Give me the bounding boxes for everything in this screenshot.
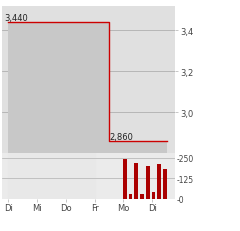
Bar xyxy=(134,163,138,199)
Bar xyxy=(66,153,95,199)
Bar xyxy=(163,169,167,199)
Text: 3,440: 3,440 xyxy=(4,14,28,23)
Bar xyxy=(146,166,150,199)
Bar xyxy=(157,164,161,199)
Bar xyxy=(8,153,37,199)
Bar xyxy=(152,192,156,199)
Bar xyxy=(140,194,144,199)
Bar xyxy=(129,194,132,199)
Bar xyxy=(37,153,66,199)
Text: 2,860: 2,860 xyxy=(109,132,133,141)
Bar xyxy=(123,160,127,199)
